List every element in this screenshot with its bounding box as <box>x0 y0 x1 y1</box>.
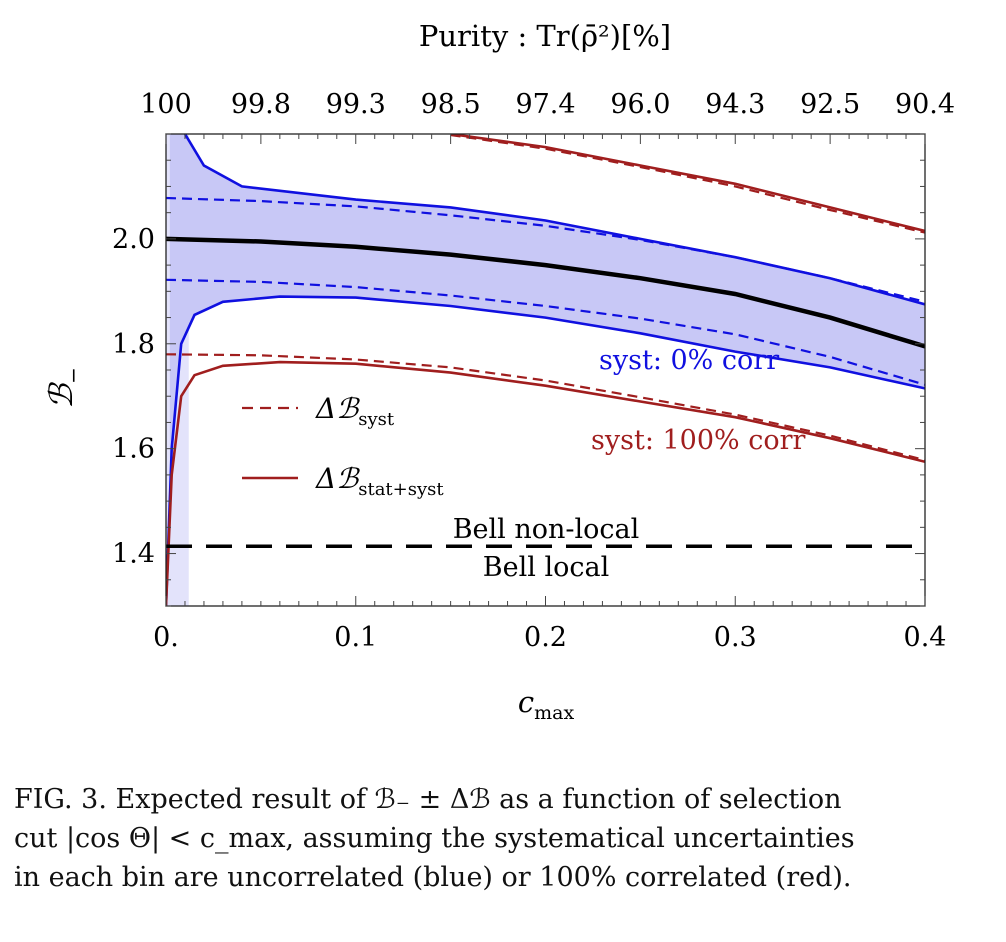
series-line-5 <box>450 134 925 233</box>
svg-text:cmax: cmax <box>518 685 575 724</box>
caption-line-1: FIG. 3. Expected result of ℬ₋ ± Δℬ as a … <box>14 784 842 815</box>
x-tick-label: 0.3 <box>714 622 757 653</box>
top-tick-label: 100 <box>140 89 192 120</box>
caption-line-2: cut |cos Θ| < c_max, assuming the system… <box>14 823 855 854</box>
axis-ticks <box>165 133 926 607</box>
x-axis-label: cmax <box>518 685 575 724</box>
legend: Δℬsyst Δℬstat+syst <box>242 392 444 500</box>
top-tick-label: 97.4 <box>515 89 575 120</box>
top-tick-label: 92.5 <box>800 89 860 120</box>
series-line-1 <box>183 134 925 306</box>
series-line-2 <box>166 295 925 606</box>
series-layer <box>166 134 925 606</box>
legend-entry-syst: Δℬsyst <box>315 392 395 430</box>
y-axis-label-sub: − <box>61 367 85 384</box>
y-tick-label: 1.4 <box>112 539 155 570</box>
annotation-syst-0-corr: syst: 0% corr <box>599 345 779 376</box>
x-axis-label-sub: max <box>534 702 574 724</box>
annotation-bell-non-local: Bell non-local <box>453 514 640 545</box>
legend-entry-syst-label: Δℬ <box>315 392 360 425</box>
legend-entry-stat-syst-sub: stat+syst <box>358 479 444 500</box>
x-tick-label: 0. <box>153 622 179 653</box>
y-axis-label-main: ℬ <box>42 381 80 409</box>
series-line-6 <box>450 134 925 234</box>
x-tick-label: 0.2 <box>524 622 567 653</box>
x-tick-label: 0.1 <box>334 622 377 653</box>
top-axis-title: Purity : Tr(ρ̄²)[%] <box>419 19 671 53</box>
top-tick-label: 94.3 <box>705 89 765 120</box>
legend-entry-stat-syst: Δℬstat+syst <box>315 462 444 500</box>
caption-line-3: in each bin are uncorrelated (blue) or 1… <box>14 862 852 893</box>
legend-entry-syst-sub: syst <box>358 409 395 430</box>
series-line-0 <box>166 236 925 349</box>
series-line-7 <box>166 360 925 606</box>
y-tick-label: 1.8 <box>112 329 155 360</box>
svg-text:ℬ−: ℬ− <box>42 367 85 409</box>
y-axis-label: ℬ− <box>42 367 85 409</box>
top-tick-label: 90.4 <box>895 89 955 120</box>
legend-entry-stat-syst-label: Δℬ <box>315 462 360 495</box>
axis-tick-labels: 0. 0.1 0.2 0.3 0.4 1.4 1.6 1.8 2.0 100 99.8 99.3 98.… <box>112 89 955 653</box>
x-axis-label-main: c <box>518 685 534 719</box>
annotation-syst-100-corr: syst: 100% corr <box>591 425 806 456</box>
figure-caption: FIG. 3. Expected result of ℬ₋ ± Δℬ as a … <box>14 780 994 897</box>
x-tick-label: 0.4 <box>904 622 947 653</box>
y-tick-label: 1.6 <box>112 434 155 465</box>
top-tick-label: 99.8 <box>231 89 291 120</box>
chart-figure: Purity : Tr(ρ̄²)[%] 0. 0.1 0.2 0.3 0.4 1.4 1.6… <box>42 19 955 724</box>
top-tick-label: 99.3 <box>326 89 386 120</box>
annotation-bell-local: Bell local <box>483 552 609 583</box>
top-tick-label: 98.5 <box>421 89 481 120</box>
top-tick-label: 96.0 <box>610 89 670 120</box>
y-tick-label: 2.0 <box>112 224 155 255</box>
